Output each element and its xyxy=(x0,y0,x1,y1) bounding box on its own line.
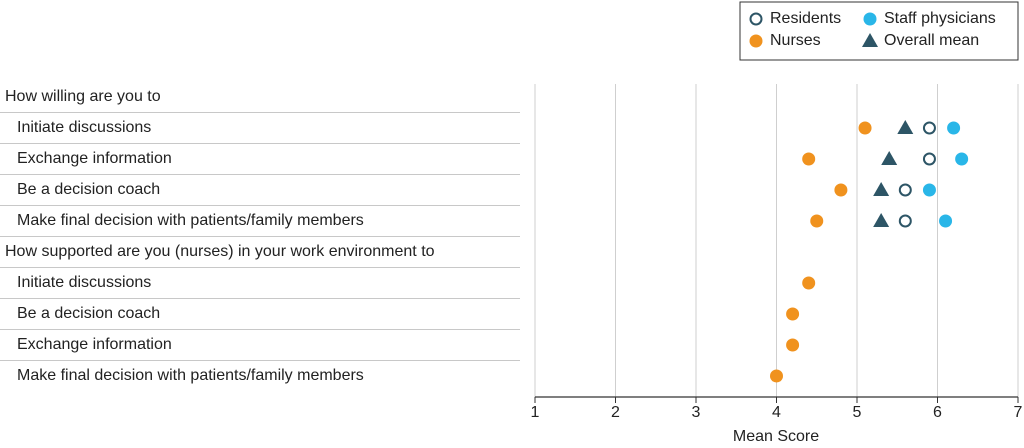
row-label: Exchange information xyxy=(17,336,172,353)
legend-label: Staff physicians xyxy=(884,10,996,27)
row-label: Exchange information xyxy=(17,150,172,167)
legend-label: Overall mean xyxy=(884,32,979,49)
data-point xyxy=(922,183,936,197)
legend-label: Nurses xyxy=(770,32,821,49)
x-tick-label: 5 xyxy=(853,404,862,421)
data-point xyxy=(955,152,969,166)
data-point xyxy=(873,182,890,196)
row-label: Initiate discussions xyxy=(17,119,151,136)
data-point xyxy=(858,121,872,135)
data-point xyxy=(873,213,890,227)
data-point xyxy=(922,152,936,166)
x-tick-label: 7 xyxy=(1014,404,1023,421)
data-point xyxy=(898,214,912,228)
row-label: Initiate discussions xyxy=(17,274,151,291)
data-point xyxy=(834,183,848,197)
data-point xyxy=(897,120,914,134)
data-point xyxy=(922,121,936,135)
row-label: Be a decision coach xyxy=(17,305,160,322)
data-point xyxy=(947,121,961,135)
row-label: Make final decision with patients/family… xyxy=(17,367,364,384)
data-point xyxy=(770,369,783,383)
data-point xyxy=(802,152,816,166)
x-axis-label: Mean Score xyxy=(733,428,819,445)
data-point xyxy=(786,338,800,352)
legend-label: Residents xyxy=(770,10,841,27)
row-label: Be a decision coach xyxy=(17,181,160,198)
legend-marker xyxy=(863,12,877,26)
data-point xyxy=(802,276,816,290)
group-label: How supported are you (nurses) in your w… xyxy=(5,243,435,260)
legend-marker xyxy=(749,34,763,48)
x-tick-label: 4 xyxy=(772,404,781,421)
data-point xyxy=(810,214,824,228)
row-label: Make final decision with patients/family… xyxy=(17,212,364,229)
data-point xyxy=(881,151,898,165)
x-tick-label: 3 xyxy=(692,404,701,421)
data-point xyxy=(898,183,912,197)
legend-marker xyxy=(862,33,878,47)
legend-box xyxy=(739,1,1019,61)
x-tick-label: 1 xyxy=(531,404,540,421)
x-tick-label: 2 xyxy=(611,404,620,421)
legend-marker xyxy=(749,12,763,26)
data-point xyxy=(939,214,953,228)
data-point xyxy=(786,307,800,321)
group-label: How willing are you to xyxy=(5,88,161,105)
x-tick-label: 6 xyxy=(933,404,942,421)
